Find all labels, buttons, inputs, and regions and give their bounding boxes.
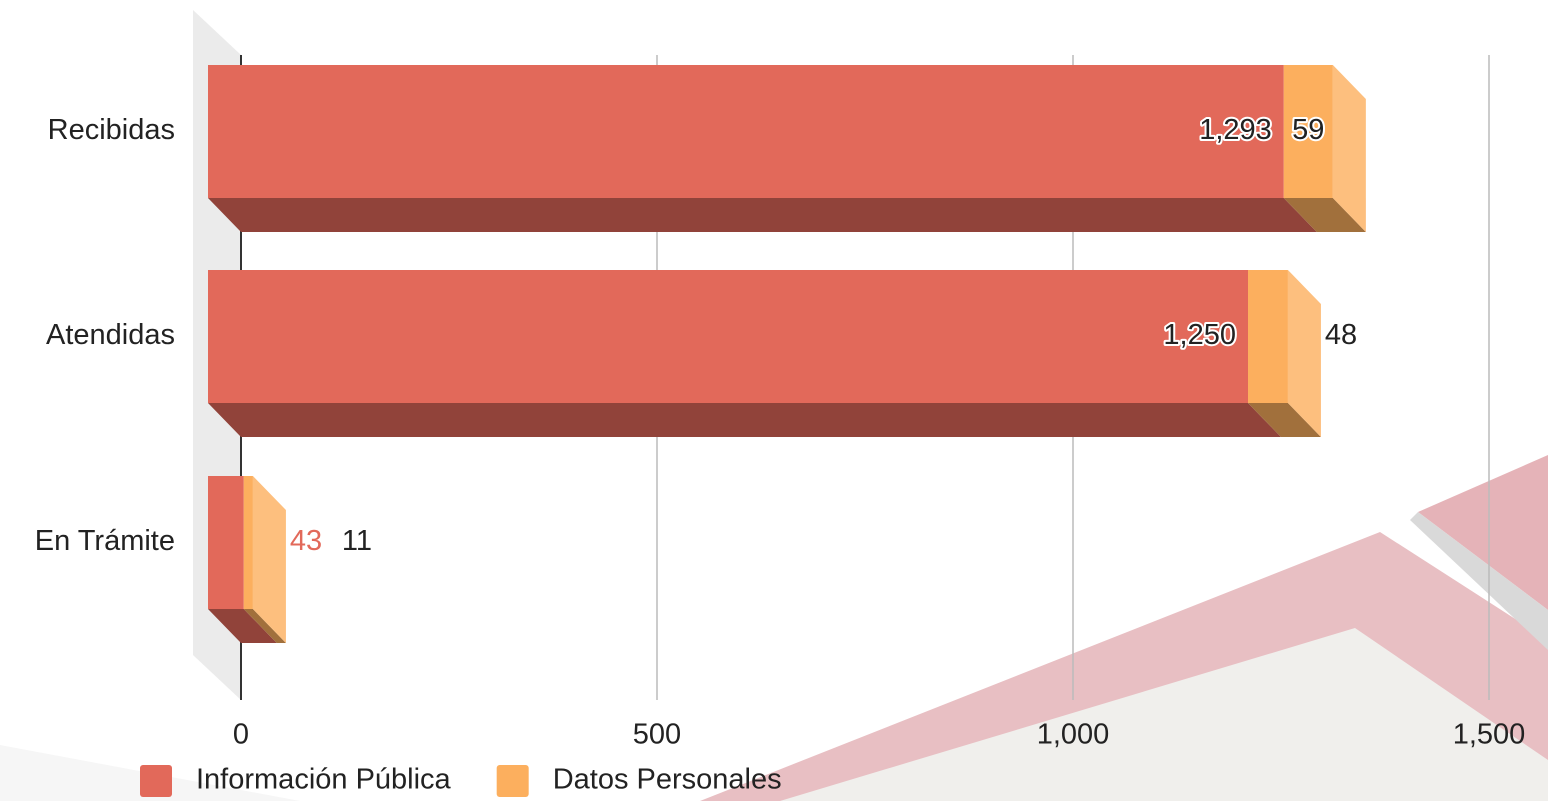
data-label: 11 <box>342 525 372 557</box>
x-tick-label: 500 <box>633 719 681 751</box>
legend-label: Datos Personales <box>553 764 782 796</box>
y-tick-label: Atendidas <box>46 319 175 351</box>
bar-segment <box>208 476 277 643</box>
data-label: 1,293 <box>1199 114 1272 146</box>
y-tick-label: En Trámite <box>35 525 175 557</box>
x-tick-label: 0 <box>233 719 249 751</box>
bar-front-face <box>243 476 253 609</box>
bar-front-face <box>1248 270 1288 403</box>
bar-bottom-face <box>208 609 277 643</box>
legend-swatch <box>140 765 172 797</box>
bar-front-face <box>208 65 1284 198</box>
x-tick-label: 1,000 <box>1037 719 1110 751</box>
bar-bottom-face <box>1283 198 1366 232</box>
y-tick-label: Recibidas <box>48 114 175 146</box>
bar-bottom-face <box>243 609 286 643</box>
bar-bottom-face <box>1248 403 1321 437</box>
bar-side-face <box>252 476 286 643</box>
bar-bottom-face <box>208 198 1317 232</box>
data-label: 59 <box>1292 114 1324 146</box>
legend-label: Información Pública <box>196 764 452 796</box>
background-decoration <box>0 455 1548 801</box>
bar-side-face <box>1287 270 1321 437</box>
bar-front-face <box>208 270 1248 403</box>
bar-segment <box>208 65 1317 232</box>
data-label: 43 <box>290 525 322 557</box>
bar-segment <box>1248 270 1321 437</box>
bar-side-face <box>1332 65 1366 232</box>
bar-segment <box>1283 65 1366 232</box>
data-label: 1,250 <box>1163 319 1236 351</box>
bar-segment <box>208 270 1281 437</box>
bar-segment <box>243 476 286 643</box>
bar-bottom-face <box>208 403 1281 437</box>
bar-front-face <box>1283 65 1333 198</box>
x-tick-label: 1,500 <box>1453 719 1526 751</box>
data-label: 48 <box>1325 319 1357 351</box>
legend-swatch <box>496 765 529 797</box>
bar-front-face <box>208 476 244 609</box>
